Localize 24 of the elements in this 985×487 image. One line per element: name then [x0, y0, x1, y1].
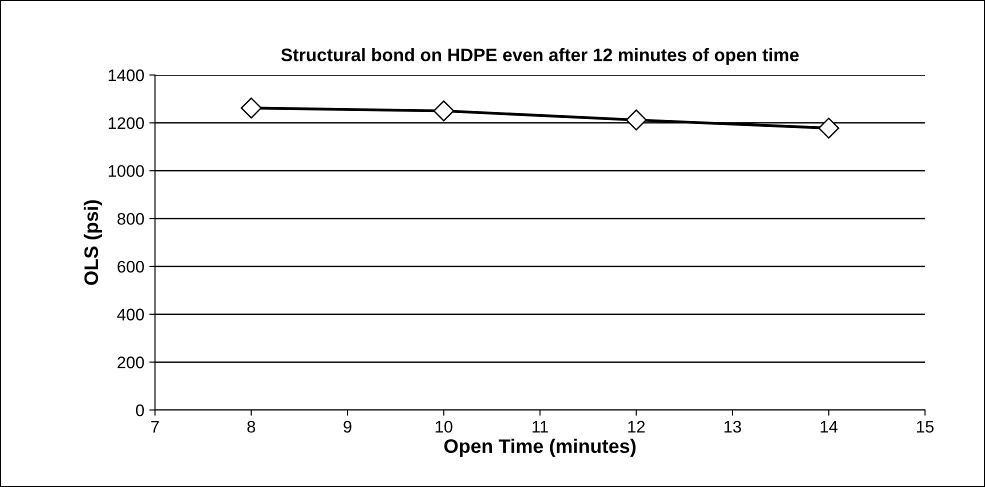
y-tick-label: 800	[118, 212, 144, 225]
x-tick-label: 7	[151, 421, 159, 432]
point	[818, 118, 840, 139]
point	[240, 98, 262, 119]
x-tick-label: 8	[247, 420, 256, 433]
y-tick-label: 1400	[108, 69, 144, 82]
y-tick-label: 1200	[108, 117, 144, 130]
y-tick-label: 0	[136, 404, 144, 416]
y-tick-label: 600	[118, 260, 144, 273]
y-tick-label: 200	[118, 356, 144, 368]
x-tick-label: 10	[436, 420, 452, 433]
chart-title: Structural bond on HDPE even after 12 minutes of open time	[281, 48, 799, 65]
x-axis-title: Open Time (minutes)	[444, 438, 636, 457]
x-tick-label: 13	[724, 420, 742, 433]
y-axis-title: OLS (psi)	[84, 200, 102, 285]
x-tick-label: 14	[820, 421, 838, 432]
x-tick-label: 12	[628, 420, 645, 432]
x-tick-label: 9	[344, 420, 352, 433]
y-tick-label: 400	[117, 308, 144, 320]
y-tick-label: 1000	[108, 165, 144, 177]
x-tick-label: 11	[532, 421, 548, 432]
point	[433, 100, 454, 122]
point	[626, 109, 647, 130]
x-tick-label: 15	[917, 421, 934, 433]
